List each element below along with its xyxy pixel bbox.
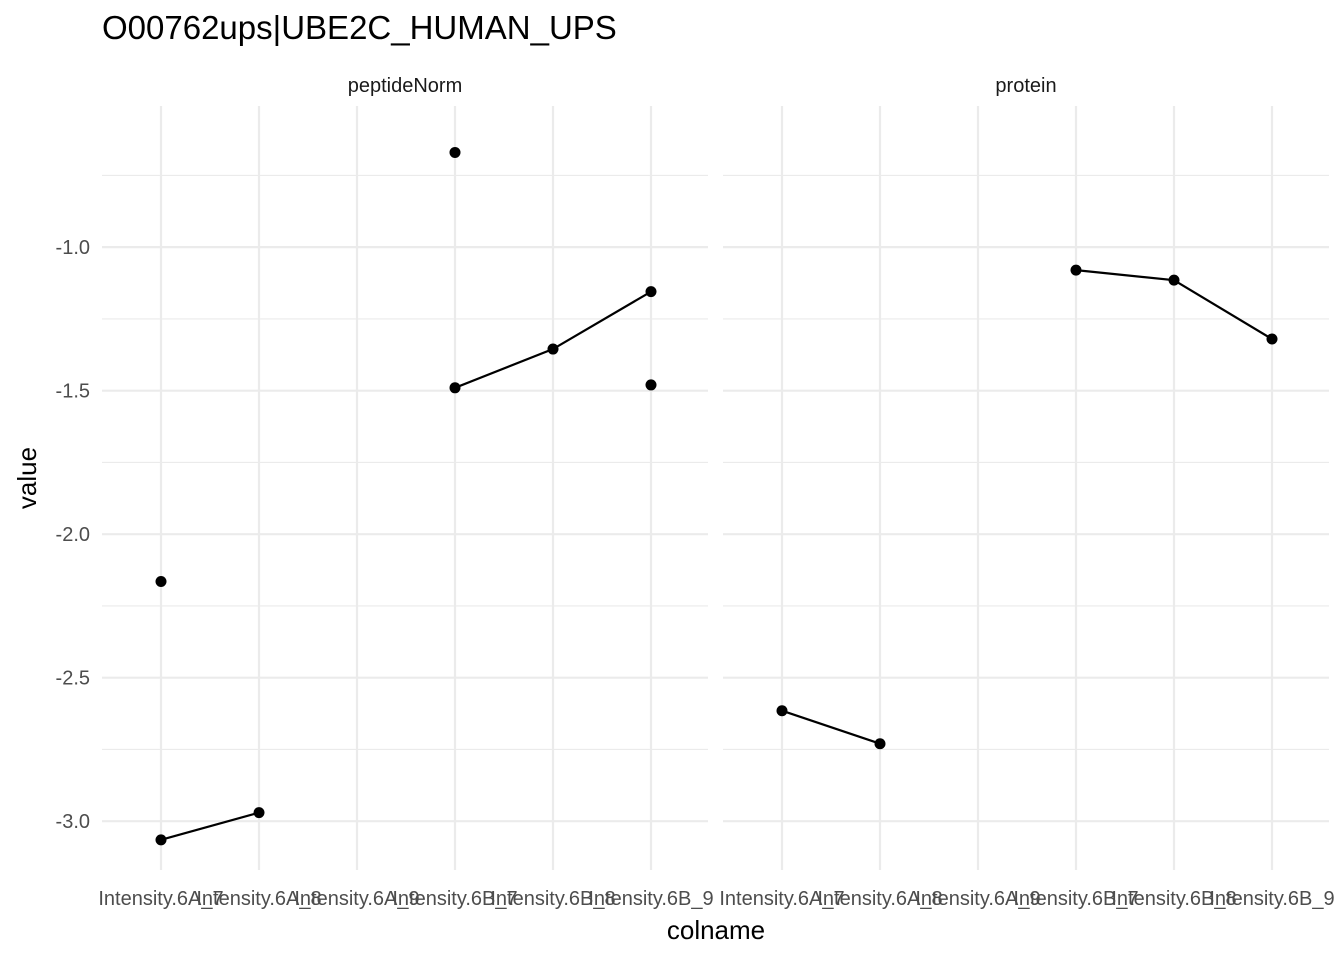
data-point [155,576,167,588]
facet-panel-protein: proteinIntensity.6A_7Intensity.6A_8Inten… [719,75,1334,910]
data-point [776,705,788,717]
data-point [253,807,265,819]
x-tick-label: Intensity.6B_9 [1209,888,1334,910]
x-tick-label: Intensity.6A_7 [719,888,844,910]
y-tick-label: -3.0 [56,811,90,833]
facet-strip-label: peptideNorm [348,75,463,97]
x-tick-label: Intensity.6B_8 [490,888,615,910]
data-point [645,379,657,391]
y-tick-label: -1.0 [56,237,90,259]
x-tick-label: Intensity.6A_8 [817,888,942,910]
data-point [1266,333,1278,345]
x-tick-label: Intensity.6B_8 [1111,888,1236,910]
data-point [449,146,461,158]
y-tick-label: -1.5 [56,381,90,403]
data-point [449,382,461,394]
x-tick-label: Intensity.6B_7 [1013,888,1138,910]
y-tick-label: -2.5 [56,668,90,690]
data-point [1168,274,1180,286]
series-line [160,811,260,841]
x-tick-label: Intensity.6B_7 [392,888,517,910]
x-tick-label: Intensity.6B_9 [588,888,713,910]
y-axis-title: value [12,447,42,509]
data-point [645,286,657,298]
series-line [781,709,881,745]
facet-strip-label: protein [995,75,1056,97]
x-tick-label: Intensity.6A_9 [915,888,1040,910]
data-point [874,738,886,750]
data-point [547,343,559,355]
data-point [1070,264,1082,276]
x-tick-label: Intensity.6A_8 [196,888,321,910]
x-tick-label: Intensity.6A_7 [98,888,223,910]
chart-title: O00762ups|UBE2C_HUMAN_UPS [102,9,617,46]
data-point [155,834,167,846]
facet-panel-peptideNorm: peptideNormIntensity.6A_7Intensity.6A_8I… [98,75,713,910]
x-axis-title: colname [667,915,765,945]
x-tick-label: Intensity.6A_9 [294,888,419,910]
facet-panels: -3.0 -2.5 -2.0 -1.5 -1.0 peptideNorm Intensity… [56,75,1335,910]
y-tick-label: -2.0 [56,524,90,546]
